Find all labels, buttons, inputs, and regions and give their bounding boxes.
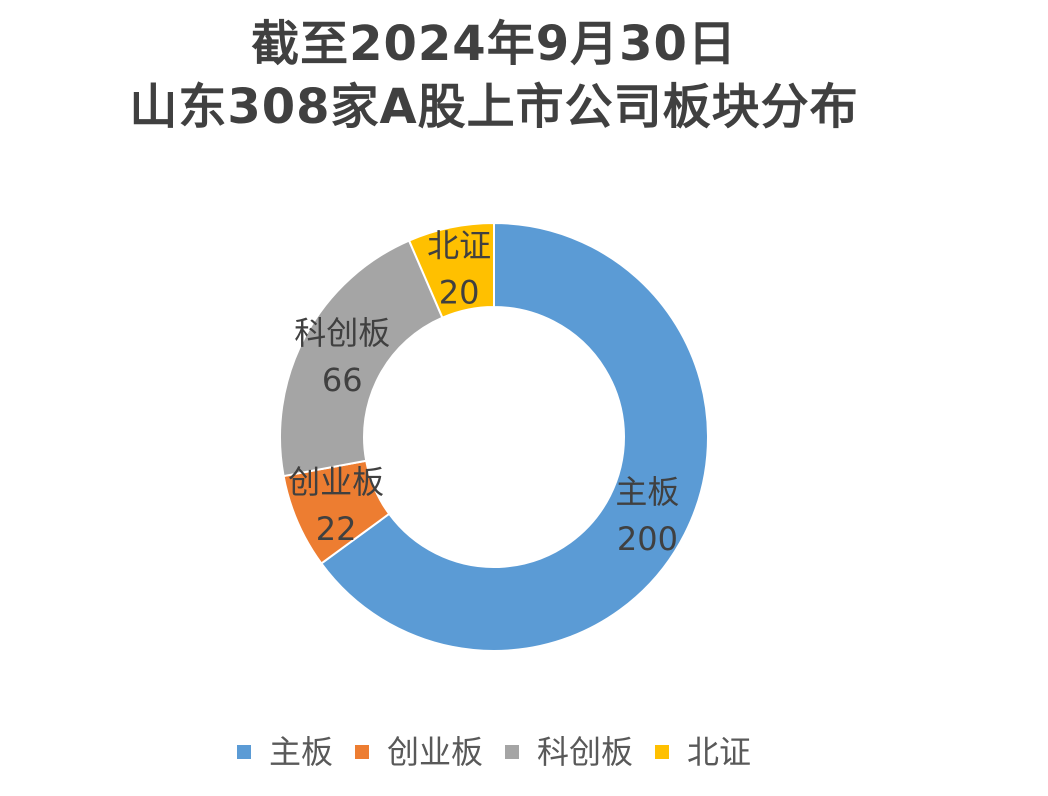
legend-item: 科创板 bbox=[505, 730, 633, 774]
data-labels: 主板 200 创业板 22 科创板 66 北证 20 bbox=[288, 227, 679, 558]
data-label-value: 66 bbox=[322, 361, 363, 399]
legend-item: 主板 bbox=[236, 730, 333, 774]
donut-slices bbox=[279, 222, 709, 652]
chart-title: 截至2024年9月30日 山东308家A股上市公司板块分布 bbox=[0, 13, 988, 139]
data-label-value: 200 bbox=[617, 520, 678, 558]
legend-item: 北证 bbox=[655, 730, 751, 774]
donut-slice bbox=[408, 222, 495, 319]
legend-marker bbox=[655, 745, 670, 759]
legend-marker bbox=[354, 745, 369, 759]
legend-marker bbox=[236, 745, 251, 759]
legend-label: 北证 bbox=[687, 733, 752, 771]
data-label-category: 主板 bbox=[615, 473, 679, 511]
legend: 主板 创业板 科创板 北证 bbox=[0, 730, 988, 774]
chart-title-line-1: 截至2024年9月30日 bbox=[251, 16, 737, 72]
legend-label: 创业板 bbox=[386, 733, 483, 771]
data-label-value: 22 bbox=[316, 510, 357, 548]
legend-label: 主板 bbox=[268, 733, 333, 771]
legend-label: 科创板 bbox=[537, 733, 634, 771]
donut-slice bbox=[320, 222, 709, 652]
legend-marker bbox=[505, 745, 519, 759]
data-label-value: 20 bbox=[439, 274, 480, 312]
legend-item: 创业板 bbox=[354, 730, 483, 774]
data-label-category: 创业板 bbox=[288, 463, 384, 501]
donut-slice bbox=[279, 239, 444, 478]
chart-title-line-2: 山东308家A股上市公司板块分布 bbox=[129, 79, 859, 135]
data-label-category: 北证 bbox=[427, 227, 491, 265]
data-label-category: 科创板 bbox=[294, 314, 390, 352]
